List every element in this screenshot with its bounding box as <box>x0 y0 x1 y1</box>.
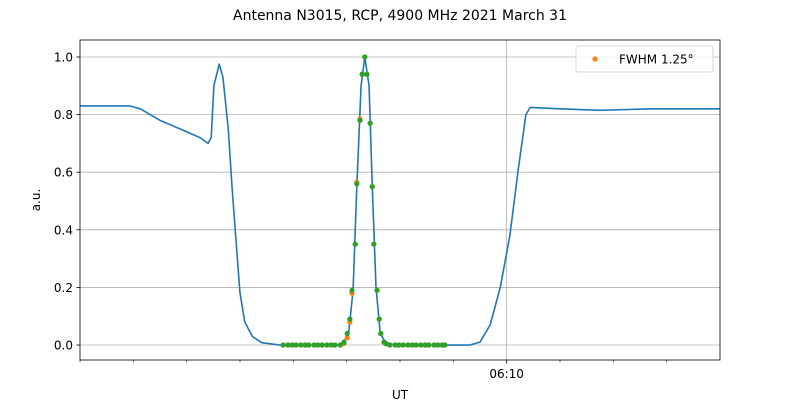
data-point <box>354 181 360 187</box>
data-point <box>367 120 373 126</box>
data-point <box>337 342 343 348</box>
legend-marker <box>592 56 598 62</box>
y-tick-label: 0.4 <box>54 223 73 237</box>
data-point <box>409 342 415 348</box>
y-tick-label: 1.0 <box>54 50 73 64</box>
data-point <box>328 342 334 348</box>
y-tick-label: 0.8 <box>54 108 73 122</box>
data-point <box>362 54 368 60</box>
data-point <box>293 342 299 348</box>
data-point <box>347 316 353 322</box>
data-point <box>344 335 350 341</box>
x-tick-label: 06:10 <box>489 367 524 381</box>
data-point <box>435 342 441 348</box>
data-point <box>442 342 448 348</box>
data-point <box>344 330 350 337</box>
data-point <box>378 330 384 337</box>
data-point <box>359 71 365 77</box>
data-point <box>319 342 325 348</box>
data-point <box>341 339 347 345</box>
data-point <box>418 342 424 348</box>
data-point <box>374 287 380 293</box>
data-point <box>413 342 419 348</box>
legend-label: FWHM 1.25° <box>619 53 694 67</box>
data-point <box>349 287 355 293</box>
data-point <box>431 342 437 348</box>
data-point <box>324 342 330 348</box>
data-point <box>298 342 304 348</box>
legend-box <box>575 45 714 73</box>
data-point <box>376 316 382 322</box>
y-axis-label: a.u. <box>29 189 43 212</box>
y-tick-label: 0.0 <box>54 339 73 353</box>
data-point <box>400 342 406 348</box>
data-point <box>364 71 370 77</box>
axes-frame <box>79 39 721 361</box>
data-point <box>332 342 338 348</box>
data-point <box>392 342 398 348</box>
data-point <box>285 342 291 348</box>
y-tick-label: 0.6 <box>54 166 73 180</box>
data-point <box>422 342 428 348</box>
data-point <box>311 342 317 348</box>
data-line <box>80 56 720 346</box>
plot-area <box>80 54 720 348</box>
data-point <box>405 342 411 348</box>
x-axis-label: UT <box>392 388 409 400</box>
data-point <box>306 342 312 348</box>
y-tick-label: 0.2 <box>54 281 73 295</box>
data-point <box>352 241 358 247</box>
data-point <box>315 342 321 348</box>
data-point <box>371 241 377 247</box>
data-point <box>369 184 375 190</box>
data-point <box>426 342 432 348</box>
data-point <box>302 342 308 348</box>
data-point <box>357 117 363 123</box>
data-point <box>387 342 393 348</box>
data-point <box>280 342 286 348</box>
data-point <box>289 342 295 348</box>
data-point <box>396 342 402 348</box>
chart-title: Antenna N3015, RCP, 4900 MHz 2021 March … <box>233 8 567 24</box>
